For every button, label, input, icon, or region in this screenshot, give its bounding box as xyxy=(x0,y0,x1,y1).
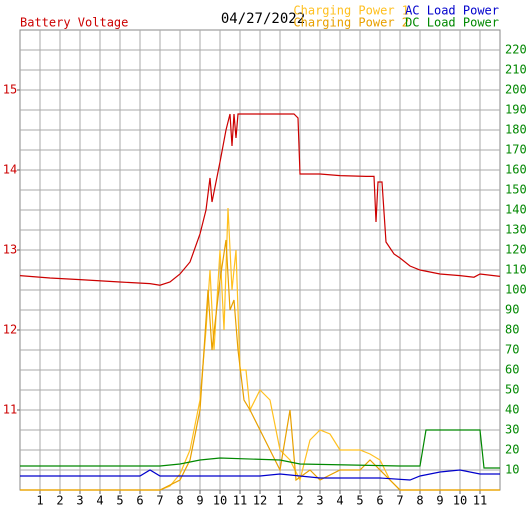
legend-entry: AC Load Power xyxy=(405,4,499,18)
y-tick-label: 14 xyxy=(3,163,17,177)
legend-entry: Charging Power 1 xyxy=(293,4,409,18)
x-tick-label: 12 xyxy=(253,494,267,508)
y2-tick-label: 130 xyxy=(505,223,527,237)
y2-tick-label: 70 xyxy=(505,343,519,357)
y2-tick-label: 120 xyxy=(505,243,527,257)
legend-entry: Battery Voltage xyxy=(20,16,128,30)
x-tick-label: 8 xyxy=(416,494,423,508)
x-tick-label: 5 xyxy=(356,494,363,508)
x-tick-label: 4 xyxy=(336,494,343,508)
y2-tick-label: 60 xyxy=(505,363,519,377)
x-tick-label: 3 xyxy=(76,494,83,508)
y2-tick-label: 190 xyxy=(505,103,527,117)
x-tick-label: 6 xyxy=(376,494,383,508)
x-tick-label: 2 xyxy=(296,494,303,508)
y2-tick-label: 170 xyxy=(505,143,527,157)
y2-tick-label: 90 xyxy=(505,303,519,317)
y2-tick-label: 80 xyxy=(505,323,519,337)
y2-tick-label: 210 xyxy=(505,63,527,77)
y2-tick-label: 40 xyxy=(505,403,519,417)
x-tick-label: 11 xyxy=(233,494,247,508)
y2-tick-label: 110 xyxy=(505,263,527,277)
y-tick-label: 11 xyxy=(3,403,17,417)
series-line xyxy=(20,429,500,469)
y-tick-label: 12 xyxy=(3,323,17,337)
series-line xyxy=(20,469,500,481)
x-tick-label: 10 xyxy=(453,494,467,508)
x-tick-label: 10 xyxy=(213,494,227,508)
y2-tick-label: 100 xyxy=(505,283,527,297)
legend-entry: DC Load Power xyxy=(405,16,499,30)
x-tick-label: 9 xyxy=(436,494,443,508)
x-tick-label: 8 xyxy=(176,494,183,508)
y2-tick-label: 50 xyxy=(505,383,519,397)
x-tick-label: 2 xyxy=(56,494,63,508)
x-tick-label: 9 xyxy=(196,494,203,508)
x-tick-label: 1 xyxy=(276,494,283,508)
y2-tick-label: 10 xyxy=(505,463,519,477)
x-tick-label: 11 xyxy=(473,494,487,508)
legend-entry: Charging Power 2 xyxy=(293,16,409,30)
y2-tick-label: 220 xyxy=(505,43,527,57)
y2-tick-label: 140 xyxy=(505,203,527,217)
y2-tick-label: 160 xyxy=(505,163,527,177)
x-tick-label: 5 xyxy=(116,494,123,508)
x-tick-label: 6 xyxy=(136,494,143,508)
x-tick-label: 4 xyxy=(96,494,103,508)
y2-tick-label: 150 xyxy=(505,183,527,197)
x-tick-label: 1 xyxy=(36,494,43,508)
y2-tick-label: 180 xyxy=(505,123,527,137)
x-tick-label: 7 xyxy=(156,494,163,508)
y-tick-label: 15 xyxy=(3,83,17,97)
y-tick-label: 13 xyxy=(3,243,17,257)
y2-tick-label: 30 xyxy=(505,423,519,437)
chart-title: 04/27/2022 xyxy=(221,11,305,27)
x-tick-label: 7 xyxy=(396,494,403,508)
x-tick-label: 3 xyxy=(316,494,323,508)
y2-tick-label: 200 xyxy=(505,83,527,97)
y2-tick-label: 20 xyxy=(505,443,519,457)
series-line xyxy=(19,113,501,286)
